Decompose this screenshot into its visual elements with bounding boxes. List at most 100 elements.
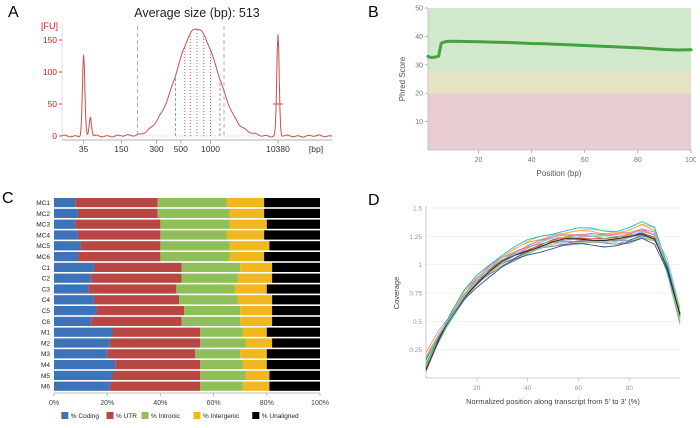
- bar-segment: [269, 241, 320, 251]
- bar-segment: [229, 241, 270, 251]
- chart-text: 500: [174, 144, 188, 154]
- bar-segment: [264, 252, 320, 262]
- bar-segment: [269, 381, 320, 391]
- panel-c-chart: MC1 MC2 MC3 MC4 MC5 MC6 C1 C2 C3 C4 C5 C6 M1 M2 M3 M4 M5…: [36, 198, 329, 420]
- legend-swatch: [252, 412, 260, 419]
- bar-segment: [264, 230, 320, 240]
- bar-segment: [160, 241, 230, 251]
- bar-segment: [107, 349, 195, 359]
- bar-segment: [54, 219, 76, 229]
- sample-label: C1: [42, 265, 51, 272]
- chart-text: 0.75: [409, 291, 422, 298]
- bar-segment: [157, 198, 227, 208]
- legend-swatch: [61, 412, 69, 419]
- chart-text: 40: [524, 385, 532, 392]
- sample-label: MC4: [36, 232, 50, 239]
- bar-segment: [54, 241, 81, 251]
- bar-segment: [54, 327, 113, 337]
- panel-d-plot: 0.25 0.5 0.75 1 1.25 1.5 20 40 60 80: [409, 206, 681, 392]
- sample-label: MC5: [36, 243, 50, 250]
- bar-segment: [200, 327, 243, 337]
- bar-segment: [240, 306, 273, 316]
- panel-b-xlabel: Position (bp): [537, 169, 582, 178]
- bar-segment: [54, 262, 94, 272]
- bar-segment: [266, 327, 320, 337]
- bar-segment: [176, 284, 235, 294]
- sample-label: M1: [41, 330, 50, 337]
- bar-segment: [240, 349, 267, 359]
- panel-b-plot: 10 20 30 40 50 20 40 60 80 100: [415, 6, 696, 165]
- bar-segment: [266, 360, 320, 370]
- panel-d-ylabel: Coverage: [392, 277, 401, 310]
- bar-segment: [200, 381, 243, 391]
- bar-segment: [91, 273, 182, 283]
- bar-segment: [269, 370, 320, 380]
- bar-segment: [160, 230, 227, 240]
- electropherogram-trace: [61, 28, 333, 138]
- bar-segment: [229, 208, 265, 218]
- chart-text: 150: [114, 144, 128, 154]
- panel-label-b: B: [368, 4, 379, 21]
- sample-label: C6: [42, 319, 51, 326]
- panel-d-chart: 0.25 0.5 0.75 1 1.25 1.5 20 40 60 80 Coverage Nor…: [392, 206, 681, 406]
- sample-label: MC3: [36, 222, 50, 229]
- legend-swatch: [193, 412, 201, 419]
- panel-a-electropherogram: 0 50 100 150 35 150 300 500 1000 10380 Average si…: [14, 2, 354, 162]
- bar-segment: [266, 219, 320, 229]
- bar-segment: [181, 273, 238, 283]
- bar-segment: [75, 219, 161, 229]
- bar-segment: [77, 208, 158, 218]
- bar-segment: [181, 316, 241, 326]
- bar-segment: [272, 306, 320, 316]
- panel-b-chart: 10 20 30 40 50 20 40 60 80 100 Phred Score Positi…: [398, 6, 696, 179]
- legend-label: % Intergenic: [203, 413, 240, 420]
- sample-label: C4: [42, 297, 51, 304]
- coverage-line: [425, 221, 681, 365]
- coverage-line: [425, 233, 681, 370]
- bar-segment: [54, 306, 97, 316]
- bar-segment: [264, 208, 320, 218]
- quality-zone: [428, 70, 691, 94]
- bar-segment: [93, 262, 182, 272]
- bar-segment: [54, 370, 113, 380]
- chart-text: 20: [475, 157, 483, 164]
- bar-segment: [237, 273, 273, 283]
- panel-label-c: C: [2, 190, 14, 207]
- bar-segment: [91, 316, 182, 326]
- bar-segment: [200, 370, 246, 380]
- sample-label: M6: [41, 384, 50, 391]
- chart-text: 100: [685, 157, 696, 164]
- chart-text: 100%: [311, 400, 329, 407]
- chart-text: 1.5: [413, 206, 422, 213]
- quality-zone: [428, 8, 691, 71]
- bar-segment: [226, 230, 265, 240]
- bar-segment: [160, 219, 230, 229]
- bar-segment: [54, 349, 108, 359]
- bar-segment: [200, 360, 243, 370]
- chart-text: 20: [473, 385, 481, 392]
- sample-label: MC6: [36, 254, 50, 261]
- chart-text: 60: [581, 157, 589, 164]
- bar-segment: [54, 316, 92, 326]
- legend-swatch: [141, 412, 149, 419]
- bar-segment: [240, 316, 273, 326]
- chart-text: 0.5: [413, 319, 422, 326]
- sample-label: C3: [42, 286, 51, 293]
- chart-text: 1.25: [409, 234, 422, 241]
- coverage-line: [425, 233, 681, 372]
- coverage-line: [425, 237, 681, 365]
- bar-segment: [88, 284, 177, 294]
- coverage-line: [425, 236, 681, 366]
- bar-segment: [109, 338, 201, 348]
- bar-segment: [266, 284, 320, 294]
- coverage-line: [425, 235, 681, 368]
- panel-a-y-unit-label: [FU]: [41, 21, 58, 31]
- bar-segment: [54, 198, 76, 208]
- legend-label: % UTR: [116, 413, 137, 420]
- bar-segment: [237, 295, 273, 305]
- chart-text: 80: [634, 157, 642, 164]
- bar-segment: [266, 349, 320, 359]
- chart-text: 40: [415, 34, 423, 41]
- bar-segment: [181, 262, 241, 272]
- chart-text: 50: [415, 6, 423, 13]
